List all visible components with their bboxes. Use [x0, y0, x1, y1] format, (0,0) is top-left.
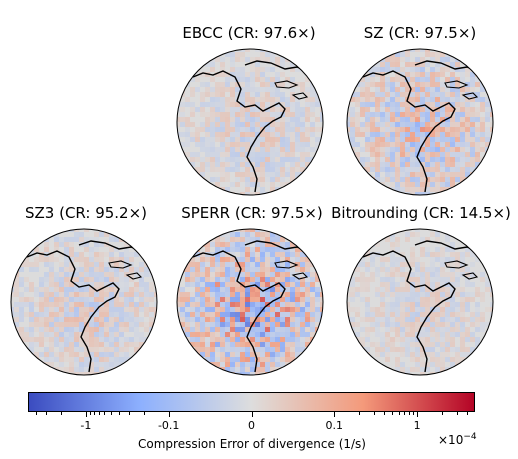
colorbar-minor-tick [104, 412, 106, 415]
error-field [177, 229, 323, 375]
colorbar-label: Compression Error of divergence (1/s) [138, 437, 366, 451]
colorbar-tick-label: -0.1 [157, 419, 180, 432]
colorbar-minor-tick [46, 412, 48, 415]
colorbar-minor-tick [413, 412, 415, 415]
colorbar-tick-label: 0.1 [325, 419, 344, 432]
colorbar-minor-tick [456, 412, 458, 415]
error-field [347, 49, 493, 195]
error-field [347, 229, 493, 375]
colorbar-minor-tick [442, 412, 444, 415]
colorbar-minor-tick [404, 412, 406, 415]
colorbar-minor-tick [93, 412, 95, 415]
colorbar-minor-tick [118, 412, 120, 415]
colorbar-tick [417, 412, 419, 417]
globe-map-bitrounding [346, 228, 494, 376]
globe-outline [346, 48, 494, 196]
colorbar-minor-tick [409, 412, 411, 415]
colorbar-tick-label: 0 [248, 419, 255, 432]
colorbar-tick [251, 412, 253, 417]
colorbar-minor-tick [36, 412, 38, 415]
colorbar-minor-tick [60, 412, 62, 415]
globe-map-sperr [176, 228, 324, 376]
colorbar-minor-tick [373, 412, 375, 415]
colorbar-tick [168, 412, 170, 417]
colorbar-tick [334, 412, 336, 417]
colorbar-multiplier: ×10−4 [438, 432, 477, 447]
globe-map-sz3 [10, 228, 158, 376]
colorbar-minor-tick [359, 412, 361, 415]
panel-title-ebcc: EBCC (CR: 97.6×) [182, 24, 316, 42]
multiplier-exponent: −4 [463, 432, 477, 442]
globe-outline [10, 228, 158, 376]
colorbar-minor-tick [98, 412, 100, 415]
panel-title-sz: SZ (CR: 97.5×) [363, 24, 477, 42]
error-field [177, 49, 323, 195]
globe-outline [176, 228, 324, 376]
panel-title-sz3: SZ3 (CR: 95.2×) [24, 204, 148, 222]
colorbar-gradient [28, 392, 475, 412]
panel-title-bitrounding: Bitrounding (CR: 14.5×) [331, 204, 511, 222]
globe-map-ebcc [176, 48, 324, 196]
colorbar-minor-tick [398, 412, 400, 415]
colorbar-minor-tick [89, 412, 91, 415]
multiplier-base: ×10 [438, 433, 464, 447]
colorbar-minor-tick [392, 412, 394, 415]
panel-title-sperr: SPERR (CR: 97.5×) [181, 204, 323, 222]
globe-outline [346, 228, 494, 376]
colorbar [28, 392, 475, 412]
colorbar-tick-label: -1 [80, 419, 92, 432]
colorbar-minor-tick [110, 412, 112, 415]
error-field [11, 229, 157, 375]
colorbar-minor-tick [466, 412, 468, 415]
globe-map-sz [346, 48, 494, 196]
colorbar-minor-tick [384, 412, 386, 415]
colorbar-tick [85, 412, 87, 417]
globe-outline [176, 48, 324, 196]
colorbar-tick-label: 1 [413, 419, 421, 432]
colorbar-minor-tick [129, 412, 131, 415]
colorbar-minor-tick [143, 412, 145, 415]
